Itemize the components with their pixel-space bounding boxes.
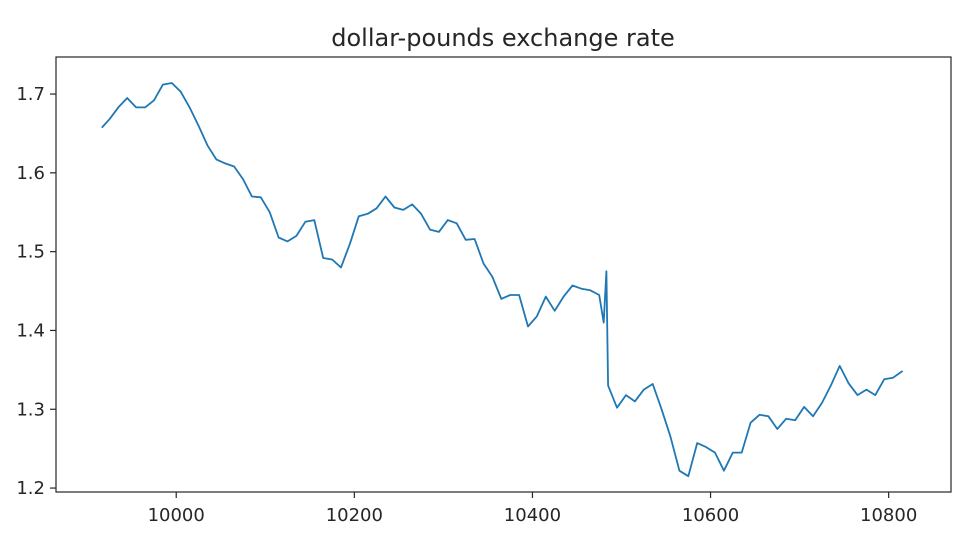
series-layer [101,82,903,478]
y-tick-label: 1.5 [16,242,45,263]
y-tick-label: 1.4 [16,320,45,341]
y-tick-label: 1.6 [16,163,45,184]
y-tick-label: 1.7 [16,84,45,105]
series-line [101,82,903,478]
chart-title: dollar-pounds exchange rate [331,24,675,52]
x-tick-label: 10800 [860,505,917,526]
x-tick-label: 10600 [682,505,739,526]
y-axis: 1.2 1.3 1.4 1.5 1.6 1.7 [16,84,56,499]
x-tick-label: 10000 [148,505,205,526]
x-tick-label: 10400 [504,505,561,526]
y-tick-label: 1.2 [16,478,45,499]
y-tick-label: 1.3 [16,399,45,420]
x-tick-label: 10200 [326,505,383,526]
plot-area [55,56,952,493]
x-axis: 10000 10200 10400 10600 10800 [148,492,917,526]
